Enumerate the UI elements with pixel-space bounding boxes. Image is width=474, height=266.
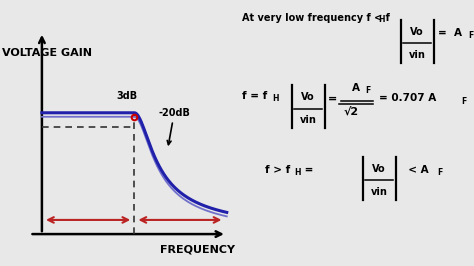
Text: Vo: Vo bbox=[373, 164, 386, 174]
Text: vin: vin bbox=[300, 115, 317, 125]
Text: F: F bbox=[461, 97, 466, 106]
Text: =  A: = A bbox=[438, 28, 463, 38]
Text: VOLTAGE GAIN: VOLTAGE GAIN bbox=[2, 48, 92, 58]
Text: Vo: Vo bbox=[301, 92, 315, 102]
Text: vin: vin bbox=[371, 187, 388, 197]
Text: F: F bbox=[365, 86, 370, 95]
Text: F: F bbox=[468, 31, 474, 40]
Text: f > f: f > f bbox=[265, 165, 291, 175]
Text: A: A bbox=[352, 83, 359, 93]
Text: Vo: Vo bbox=[410, 27, 424, 37]
Text: 3dB: 3dB bbox=[117, 92, 137, 102]
Text: H: H bbox=[272, 94, 279, 103]
Text: FREQUENCY: FREQUENCY bbox=[160, 245, 235, 255]
Text: H: H bbox=[294, 168, 301, 177]
Text: √2: √2 bbox=[343, 107, 358, 117]
Text: At very low frequency f < f: At very low frequency f < f bbox=[242, 13, 390, 23]
Text: < A: < A bbox=[401, 165, 428, 175]
Text: =: = bbox=[301, 165, 313, 175]
Text: H: H bbox=[378, 15, 384, 24]
Text: = 0.707 A: = 0.707 A bbox=[379, 93, 437, 103]
Text: vin: vin bbox=[409, 50, 426, 60]
Text: -20dB: -20dB bbox=[158, 107, 190, 145]
Text: f = f: f = f bbox=[242, 91, 267, 101]
Text: =: = bbox=[328, 93, 337, 103]
Text: F: F bbox=[437, 168, 443, 177]
